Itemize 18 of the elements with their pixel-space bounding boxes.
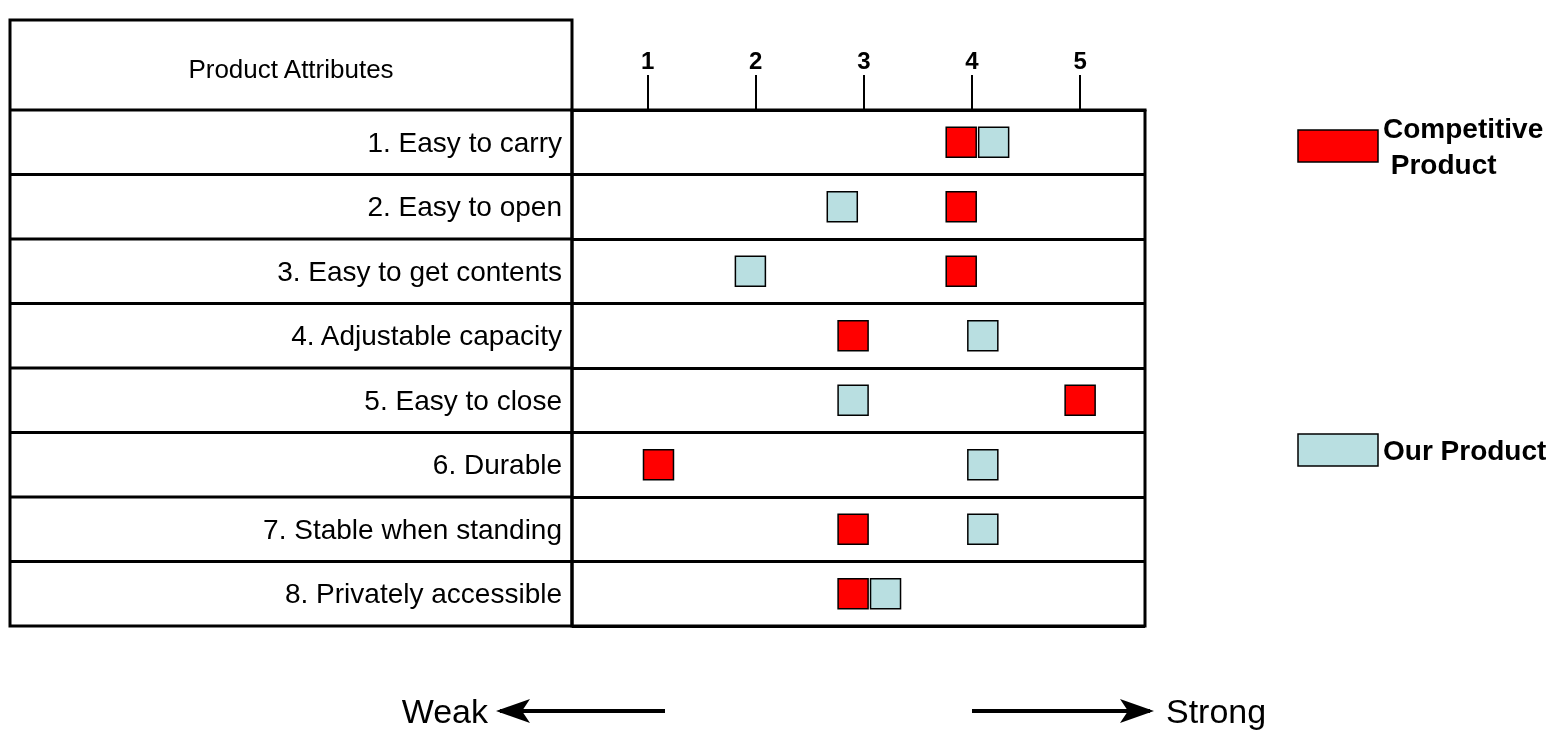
legend-label: Competitive Product	[1383, 112, 1544, 180]
legend-label: Our Product	[1383, 434, 1547, 466]
y-tick-label: 2. Easy to open	[367, 191, 562, 223]
y-tick-label: 5. Easy to close	[364, 384, 562, 416]
x-tick-label: 3	[857, 46, 871, 74]
x-tick-label: 4	[965, 46, 980, 74]
y-tick-label: 8. Privately accessible	[284, 578, 562, 610]
y-tick-label: 3. Easy to get contents	[277, 255, 562, 287]
y-tick-label: 4. Adjustable capacity	[291, 320, 562, 352]
x-tick-label: 1	[641, 46, 655, 74]
y-tick-label: 6. Durable	[432, 449, 562, 481]
text: Weak	[401, 692, 489, 730]
y-tick-label: 1. Easy to carry	[367, 126, 562, 158]
y-tick-label: 7. Stable when standing	[263, 513, 562, 545]
text: Strong	[1166, 692, 1267, 730]
x-tick-label: 5	[1073, 46, 1087, 74]
x-tick-label: 2	[749, 46, 763, 74]
y-axis-title: Product Attributes	[188, 54, 394, 84]
